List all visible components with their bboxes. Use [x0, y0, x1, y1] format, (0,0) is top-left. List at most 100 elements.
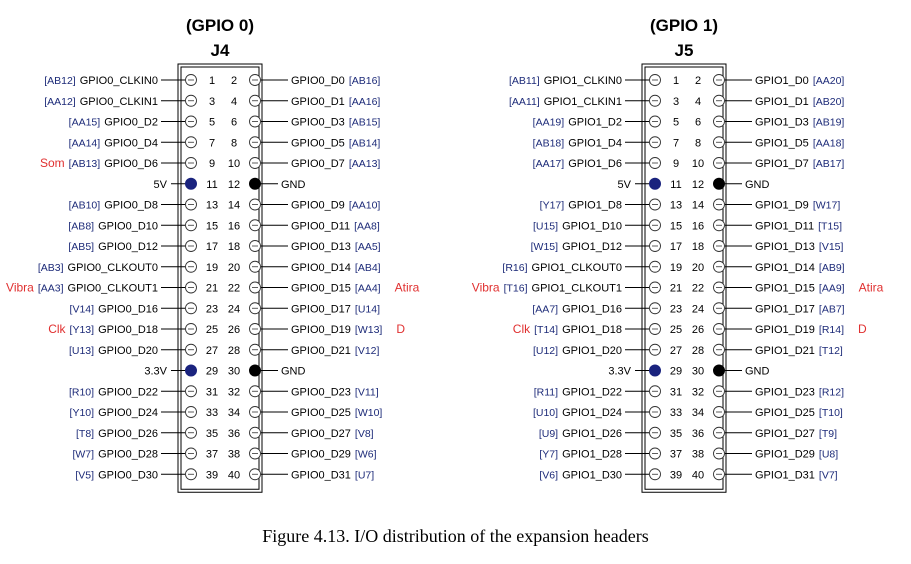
signal-label: GPIO1_D29	[755, 449, 815, 461]
pin-row: 25 26 GPIO1_D18 [T14]Clk GPIO1_D19 [R14] D	[513, 322, 867, 336]
pin-icon	[249, 260, 261, 273]
pin-number: 10	[692, 158, 704, 170]
fpga-pin-code: [AA16]	[349, 96, 381, 108]
fpga-pin-code: [AA5]	[355, 241, 381, 253]
fpga-pin-code: [U10]	[533, 407, 558, 419]
pin-row: 17 18 GPIO0_D12 [AB5] GPIO0_D13 [AA5]	[68, 240, 381, 253]
fpga-pin-code: [W15]	[531, 241, 559, 253]
pin-icon	[713, 343, 725, 356]
pin-number: 6	[231, 117, 237, 129]
pin-row: 39 40 GPIO1_D30 [V6] GPIO1_D31 [V7]	[539, 468, 838, 481]
pin-icon	[249, 94, 261, 107]
pin-number: 19	[206, 262, 218, 274]
pin-number: 16	[228, 220, 240, 232]
signal-label: GPIO1_D10	[562, 220, 622, 232]
fpga-pin-code: [AA19]	[533, 117, 565, 129]
fpga-pin-code: [AA10]	[349, 200, 381, 212]
pin-row: 37 38 GPIO1_D28 [Y7] GPIO1_D29 [U8]	[539, 447, 838, 461]
pin-icon	[249, 240, 261, 252]
pin-number: 8	[695, 137, 701, 149]
fpga-pin-code: [V5]	[75, 469, 94, 481]
pin-number: 14	[228, 200, 240, 212]
signal-label: GPIO0_D28	[98, 449, 158, 461]
fpga-pin-code: [V11]	[355, 386, 379, 398]
fpga-pin-code: [U7]	[355, 469, 374, 481]
signal-label: GPIO0_D11	[291, 220, 350, 232]
annotation-note: Clk	[513, 322, 531, 336]
pin-number: 34	[228, 407, 240, 419]
power-pin-icon	[185, 177, 197, 190]
pin-icon	[249, 385, 261, 398]
signal-label: 5V	[618, 179, 632, 191]
fpga-pin-code: [AB15]	[349, 117, 381, 129]
pin-number: 19	[670, 262, 682, 274]
pin-number: 35	[670, 428, 682, 440]
annotation-note: Vibra	[6, 281, 34, 295]
pin-number: 29	[670, 366, 682, 378]
signal-label: GPIO0_D29	[291, 449, 351, 461]
fpga-pin-code: [AB16]	[349, 75, 381, 87]
pin-number: 35	[206, 428, 218, 440]
pin-number: 25	[670, 324, 682, 336]
signal-label: GPIO0_D19	[291, 324, 351, 336]
annotation-note: Som	[40, 156, 65, 170]
pin-icon	[249, 323, 261, 335]
pin-icon	[713, 281, 725, 294]
pin-number: 17	[206, 241, 218, 253]
pin-number: 2	[695, 75, 701, 87]
connector-outline	[177, 63, 263, 493]
pin-number: 21	[670, 283, 682, 295]
signal-label: GPIO0_D22	[98, 386, 158, 398]
pin-row: 15 16 GPIO0_D10 [AB8] GPIO0_D11 [AA8]	[68, 219, 380, 232]
pin-row: 21 22 GPIO0_CLKOUT1 [AA3] Vibra GPIO0_D15 [AA4…	[6, 281, 420, 295]
signal-label: GPIO1_D6	[568, 158, 622, 170]
fpga-pin-code: [R14]	[819, 324, 844, 336]
pin-icon	[649, 447, 661, 460]
pin-icon	[185, 219, 197, 232]
fpga-pin-code: [R11]	[534, 386, 558, 398]
pin-number: 11	[670, 179, 681, 191]
fpga-pin-code: [AA15]	[69, 117, 101, 129]
fpga-pin-code: [AB20]	[813, 96, 845, 108]
fpga-pin-code: [AA20]	[813, 75, 845, 87]
fpga-pin-code: [AA13]	[349, 158, 381, 170]
pin-number: 23	[206, 303, 218, 315]
connector-outline	[641, 63, 727, 493]
pin-icon	[649, 260, 661, 273]
pin-number: 31	[206, 386, 218, 398]
fpga-pin-code: [W10]	[355, 407, 383, 419]
signal-label: GPIO0_CLKIN0	[80, 75, 158, 87]
pin-icon	[249, 157, 261, 169]
pin-icon	[649, 136, 661, 149]
pin-number: 20	[692, 262, 704, 274]
signal-label: GPIO0_CLKOUT0	[68, 262, 158, 274]
signal-label: GPIO1_D21	[755, 345, 815, 357]
signal-label: GND	[281, 179, 306, 191]
pin-icon	[185, 281, 197, 294]
pin-icon	[649, 426, 661, 439]
fpga-pin-code: [AA11]	[509, 96, 540, 108]
pin-icon	[713, 426, 725, 439]
pin-row: 13 14 GPIO1_D8[Y17] GPIO1_D9 [W17]	[540, 198, 840, 212]
fpga-pin-code: [AB11]	[509, 75, 540, 87]
pin-row: 35 36 GPIO1_D26 [U9] GPIO1_D27 [T9]	[539, 426, 837, 440]
pin-icon	[249, 468, 261, 481]
fpga-pin-code: [V12]	[355, 345, 380, 357]
signal-label: GPIO0_D20	[98, 345, 158, 357]
signal-label: GPIO1_D2	[568, 117, 622, 129]
signal-label: GPIO0_D15	[291, 283, 351, 295]
pin-number: 29	[206, 366, 218, 378]
fpga-pin-code: [T15]	[818, 220, 842, 232]
power-pin-icon	[185, 364, 197, 377]
pin-number: 9	[209, 158, 215, 170]
pin-number: 39	[206, 469, 218, 481]
pin-number: 17	[670, 241, 682, 253]
pin-icon	[249, 281, 261, 294]
pin-number: 28	[228, 345, 240, 357]
pin-icon	[249, 302, 261, 315]
fpga-pin-code: [T14]	[534, 324, 558, 336]
connector-body	[644, 66, 724, 490]
pin-number: 36	[692, 428, 704, 440]
signal-label: GPIO1_D18	[562, 324, 622, 336]
signal-label: GPIO1_CLKIN1	[544, 96, 622, 108]
